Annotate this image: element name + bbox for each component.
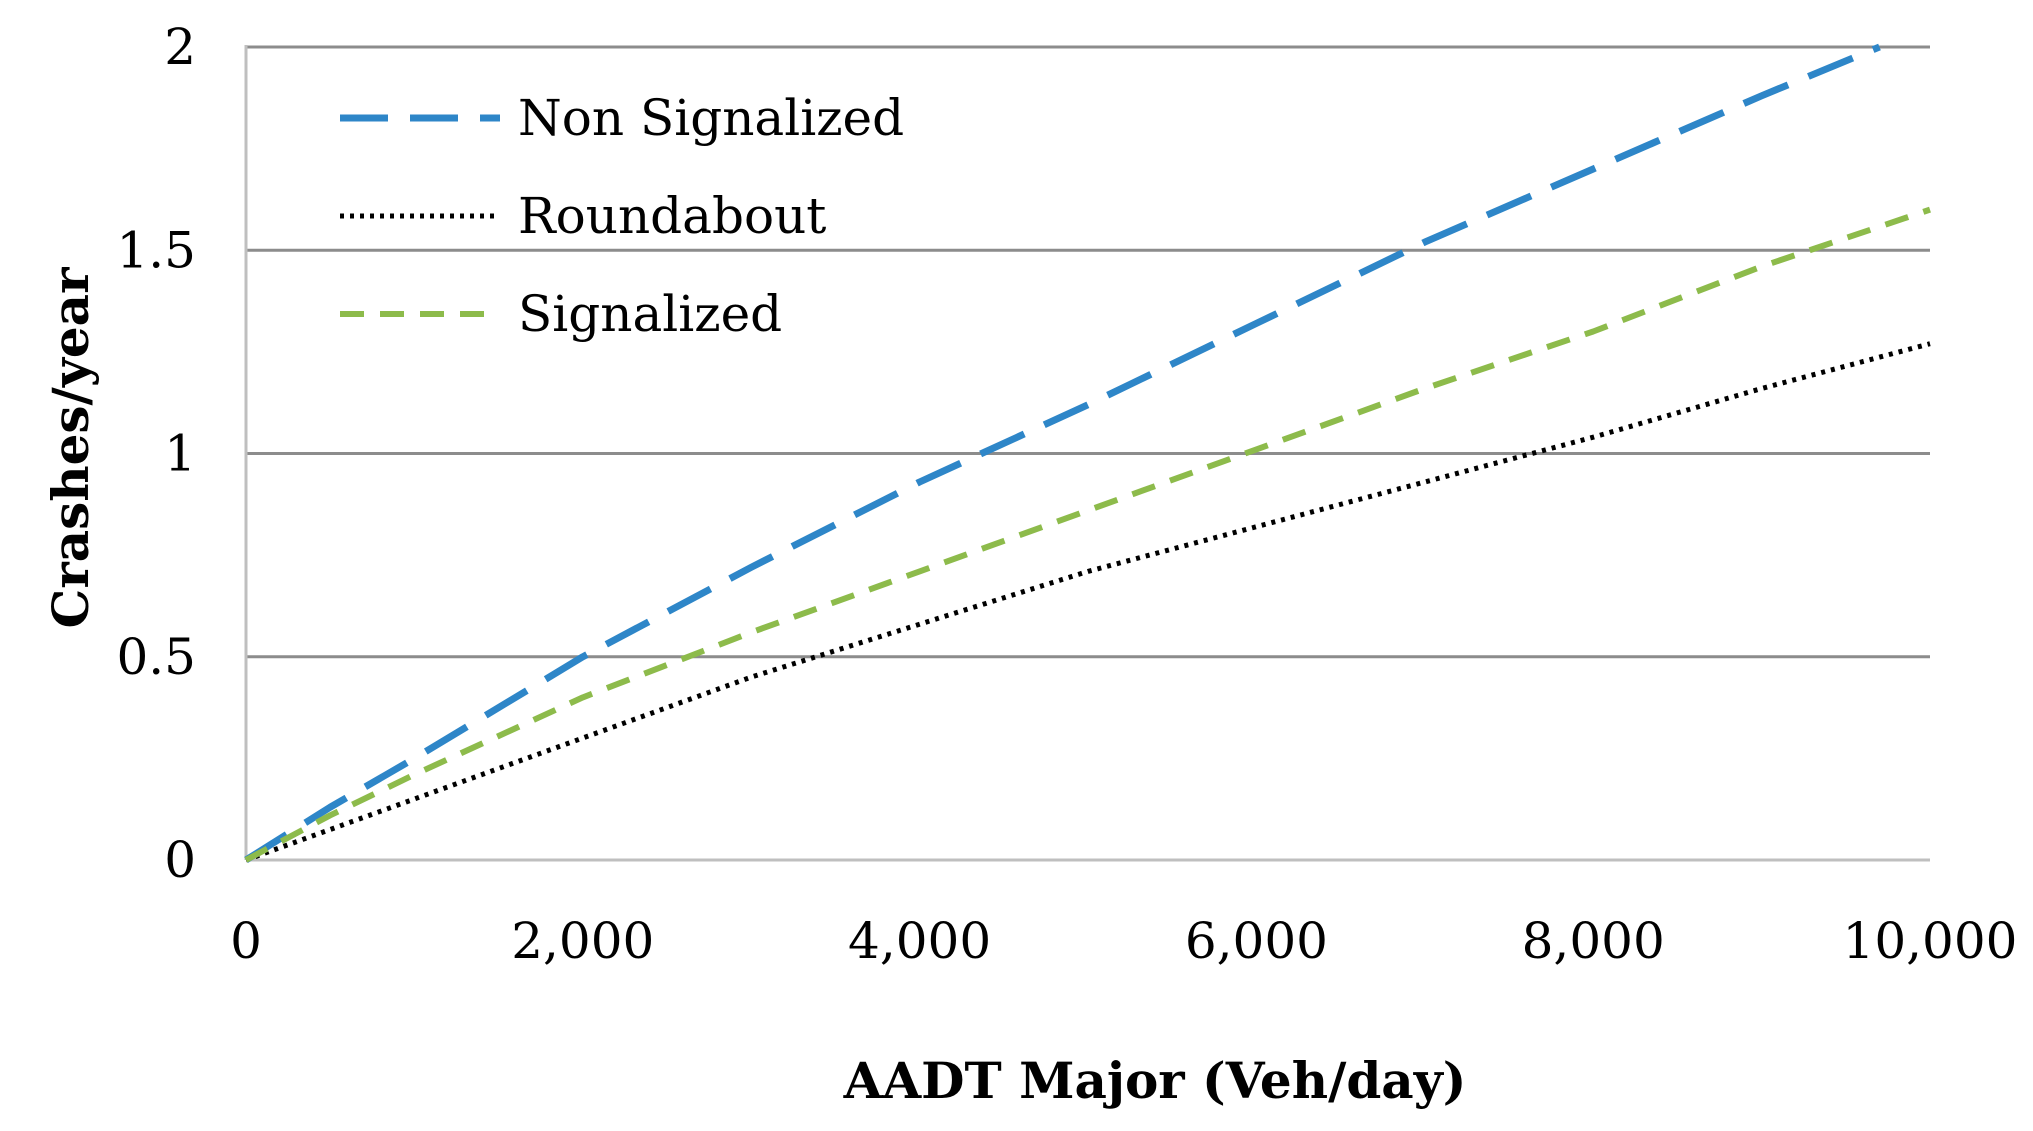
y-axis-title: Crashes/year (41, 267, 100, 629)
y-tick-label: 1.5 (116, 221, 196, 279)
series-line-1 (245, 341, 1931, 863)
x-tick-label: 10,000 (1843, 912, 2018, 970)
x-tick-label: 0 (230, 912, 262, 970)
series-line-0 (244, 43, 1881, 863)
x-axis-title: AADT Major (Veh/day) (843, 1051, 1467, 1110)
x-tick-label: 6,000 (1185, 912, 1328, 970)
y-tick-label: 1 (164, 425, 196, 483)
gridlines (246, 45, 1930, 659)
y-tick-label: 0 (164, 831, 196, 889)
legend-label-0: Non Signalized (518, 89, 904, 147)
y-tick-labels: 0 0.5 1 1.5 2 (116, 18, 196, 889)
series-layer (244, 43, 1931, 863)
x-tick-labels: 0 2,000 4,000 6,000 8,000 10,000 (230, 912, 2017, 970)
legend-label-2: Signalized (518, 285, 782, 343)
x-tick-label: 4,000 (848, 912, 991, 970)
legend-label-1: Roundabout (518, 187, 826, 245)
axes (244, 45, 1930, 862)
legend: Non Signalized Roundabout Signalized (340, 89, 904, 343)
y-tick-label: 0.5 (116, 628, 196, 686)
x-tick-label: 8,000 (1522, 912, 1665, 970)
series-line-2 (244, 206, 1931, 863)
y-tick-label: 2 (164, 18, 196, 76)
x-tick-label: 2,000 (511, 912, 654, 970)
